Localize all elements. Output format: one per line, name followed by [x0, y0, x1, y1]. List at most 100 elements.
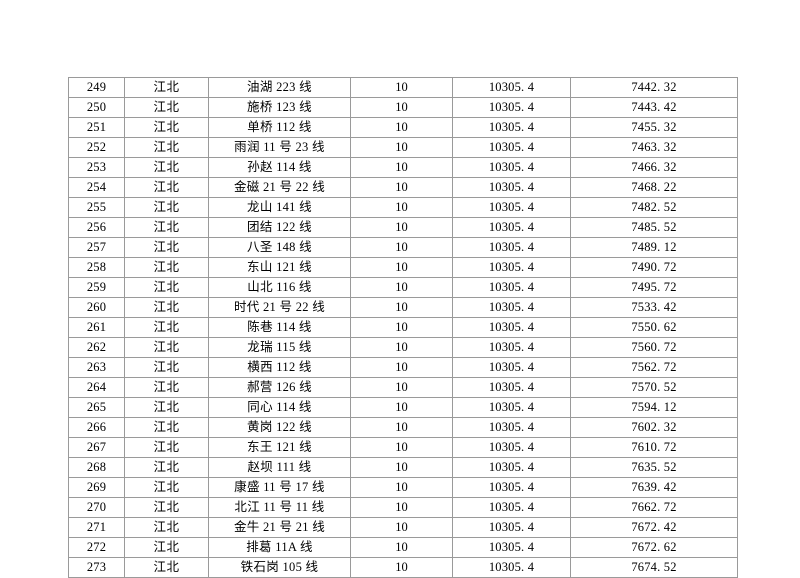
cell-line-name: 北江 11 号 11 线	[208, 497, 351, 518]
cell-line-name: 金磁 21 号 22 线	[208, 177, 351, 198]
cell-area: 江北	[124, 217, 209, 238]
cell-index: 260	[68, 297, 125, 318]
cell-quantity: 10	[350, 157, 453, 178]
cell-quantity: 10	[350, 377, 453, 398]
table-row: 268 江北 赵坝 111 线 10 10305. 4 7635. 52	[68, 457, 738, 478]
cell-value-two: 7550. 62	[570, 317, 738, 338]
cell-quantity: 10	[350, 137, 453, 158]
cell-line-name: 山北 116 线	[208, 277, 351, 298]
table-row: 267 江北 东王 121 线 10 10305. 4 7610. 72	[68, 437, 738, 458]
cell-value-two: 7533. 42	[570, 297, 738, 318]
cell-value-one: 10305. 4	[452, 537, 571, 558]
cell-area: 江北	[124, 497, 209, 518]
cell-index: 273	[68, 557, 125, 578]
cell-quantity: 10	[350, 97, 453, 118]
cell-value-one: 10305. 4	[452, 177, 571, 198]
cell-line-name: 时代 21 号 22 线	[208, 297, 351, 318]
cell-line-name: 康盛 11 号 17 线	[208, 477, 351, 498]
cell-value-two: 7672. 62	[570, 537, 738, 558]
cell-value-one: 10305. 4	[452, 277, 571, 298]
table-row: 269 江北 康盛 11 号 17 线 10 10305. 4 7639. 42	[68, 477, 738, 498]
cell-quantity: 10	[350, 77, 453, 98]
cell-value-two: 7610. 72	[570, 437, 738, 458]
cell-area: 江北	[124, 337, 209, 358]
cell-area: 江北	[124, 397, 209, 418]
cell-quantity: 10	[350, 237, 453, 258]
cell-area: 江北	[124, 277, 209, 298]
table-row: 254 江北 金磁 21 号 22 线 10 10305. 4 7468. 22	[68, 177, 738, 198]
cell-index: 269	[68, 477, 125, 498]
cell-quantity: 10	[350, 257, 453, 278]
table-row: 255 江北 龙山 141 线 10 10305. 4 7482. 52	[68, 197, 738, 218]
cell-quantity: 10	[350, 197, 453, 218]
cell-value-one: 10305. 4	[452, 457, 571, 478]
cell-value-one: 10305. 4	[452, 237, 571, 258]
cell-line-name: 雨润 11 号 23 线	[208, 137, 351, 158]
cell-value-one: 10305. 4	[452, 197, 571, 218]
cell-value-one: 10305. 4	[452, 77, 571, 98]
cell-value-two: 7489. 12	[570, 237, 738, 258]
cell-area: 江北	[124, 537, 209, 558]
cell-index: 262	[68, 337, 125, 358]
cell-value-two: 7662. 72	[570, 497, 738, 518]
cell-value-one: 10305. 4	[452, 557, 571, 578]
cell-value-two: 7672. 42	[570, 517, 738, 538]
table-row: 250 江北 施桥 123 线 10 10305. 4 7443. 42	[68, 97, 738, 118]
cell-line-name: 铁石岗 105 线	[208, 557, 351, 578]
table-row: 257 江北 八圣 148 线 10 10305. 4 7489. 12	[68, 237, 738, 258]
cell-value-one: 10305. 4	[452, 357, 571, 378]
table-row: 271 江北 金牛 21 号 21 线 10 10305. 4 7672. 42	[68, 517, 738, 538]
table-row: 258 江北 东山 121 线 10 10305. 4 7490. 72	[68, 257, 738, 278]
table-row: 264 江北 郝营 126 线 10 10305. 4 7570. 52	[68, 377, 738, 398]
cell-area: 江北	[124, 197, 209, 218]
cell-value-two: 7490. 72	[570, 257, 738, 278]
cell-area: 江北	[124, 297, 209, 318]
table-row: 261 江北 陈巷 114 线 10 10305. 4 7550. 62	[68, 317, 738, 338]
data-table-container: 249 江北 油湖 223 线 10 10305. 4 7442. 32 250 江北 施桥 1…	[68, 77, 738, 578]
table-row: 265 江北 同心 114 线 10 10305. 4 7594. 12	[68, 397, 738, 418]
cell-line-name: 金牛 21 号 21 线	[208, 517, 351, 538]
cell-line-name: 东山 121 线	[208, 257, 351, 278]
cell-quantity: 10	[350, 337, 453, 358]
table-row: 256 江北 团结 122 线 10 10305. 4 7485. 52	[68, 217, 738, 238]
table-row: 260 江北 时代 21 号 22 线 10 10305. 4 7533. 42	[68, 297, 738, 318]
cell-area: 江北	[124, 517, 209, 538]
cell-quantity: 10	[350, 557, 453, 578]
cell-value-one: 10305. 4	[452, 477, 571, 498]
cell-value-two: 7455. 32	[570, 117, 738, 138]
table-row: 273 江北 铁石岗 105 线 10 10305. 4 7674. 52	[68, 557, 738, 578]
cell-value-one: 10305. 4	[452, 97, 571, 118]
cell-quantity: 10	[350, 357, 453, 378]
cell-quantity: 10	[350, 517, 453, 538]
cell-index: 268	[68, 457, 125, 478]
cell-line-name: 油湖 223 线	[208, 77, 351, 98]
cell-quantity: 10	[350, 397, 453, 418]
table-row: 263 江北 横西 112 线 10 10305. 4 7562. 72	[68, 357, 738, 378]
cell-area: 江北	[124, 157, 209, 178]
table-row: 252 江北 雨润 11 号 23 线 10 10305. 4 7463. 32	[68, 137, 738, 158]
table-row: 253 江北 孙赵 114 线 10 10305. 4 7466. 32	[68, 157, 738, 178]
cell-quantity: 10	[350, 117, 453, 138]
cell-index: 249	[68, 77, 125, 98]
cell-quantity: 10	[350, 417, 453, 438]
table-row: 259 江北 山北 116 线 10 10305. 4 7495. 72	[68, 277, 738, 298]
cell-value-two: 7482. 52	[570, 197, 738, 218]
cell-area: 江北	[124, 97, 209, 118]
cell-quantity: 10	[350, 297, 453, 318]
cell-area: 江北	[124, 257, 209, 278]
cell-value-two: 7674. 52	[570, 557, 738, 578]
cell-line-name: 龙山 141 线	[208, 197, 351, 218]
table-row: 251 江北 单桥 112 线 10 10305. 4 7455. 32	[68, 117, 738, 138]
document-page: 249 江北 油湖 223 线 10 10305. 4 7442. 32 250 江北 施桥 1…	[68, 77, 738, 578]
cell-index: 256	[68, 217, 125, 238]
cell-value-two: 7443. 42	[570, 97, 738, 118]
cell-area: 江北	[124, 117, 209, 138]
cell-value-two: 7466. 32	[570, 157, 738, 178]
cell-value-two: 7635. 52	[570, 457, 738, 478]
cell-index: 271	[68, 517, 125, 538]
cell-quantity: 10	[350, 277, 453, 298]
cell-line-name: 龙瑞 115 线	[208, 337, 351, 358]
cell-value-one: 10305. 4	[452, 437, 571, 458]
cell-quantity: 10	[350, 317, 453, 338]
cell-area: 江北	[124, 137, 209, 158]
